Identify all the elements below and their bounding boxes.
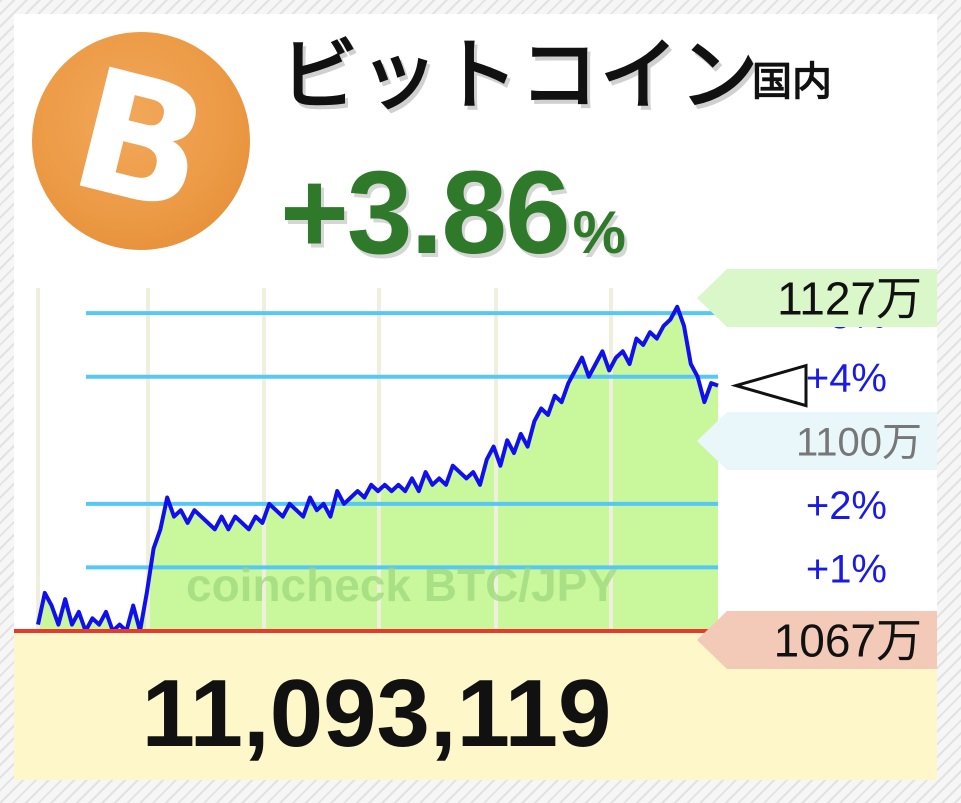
price-tag-label-2: 1100万	[796, 420, 922, 464]
bitcoin-logo-icon: B	[32, 30, 250, 252]
area-fill	[38, 306, 718, 631]
price-tag-bg-1	[697, 269, 937, 327]
price-line	[36, 304, 719, 633]
chart-watermark: coincheck BTC/JPY	[186, 559, 618, 611]
percent-tick-label-1: +1%	[806, 547, 887, 591]
percent-change-unit: %	[572, 199, 626, 266]
current-price: 11,093,119	[141, 660, 612, 767]
price-tag-bg-2	[697, 412, 937, 470]
coin-name: ビットコイン	[280, 31, 761, 121]
percent-tick-label-2: +2%	[806, 484, 887, 528]
price-chart: +1%+2%+4%+5%coincheck BTC/JPY1127万1100万1…	[14, 269, 937, 669]
ticker-card: B ビットコイン 国内 +3.86% 11,093,119 +1% +2% +4% +…	[14, 14, 937, 780]
price-tag-label-1: 1127万	[777, 273, 922, 325]
price-tag-bg-3	[697, 611, 937, 669]
price-tag-label-3: 1067万	[774, 615, 922, 667]
percent-change-value: +3.86	[280, 147, 571, 279]
percent-change: +3.86%	[280, 154, 626, 272]
market-label: 国内	[752, 59, 832, 105]
current-price-pointer-icon	[730, 363, 808, 408]
percent-tick-label-3: +4%	[806, 357, 887, 401]
